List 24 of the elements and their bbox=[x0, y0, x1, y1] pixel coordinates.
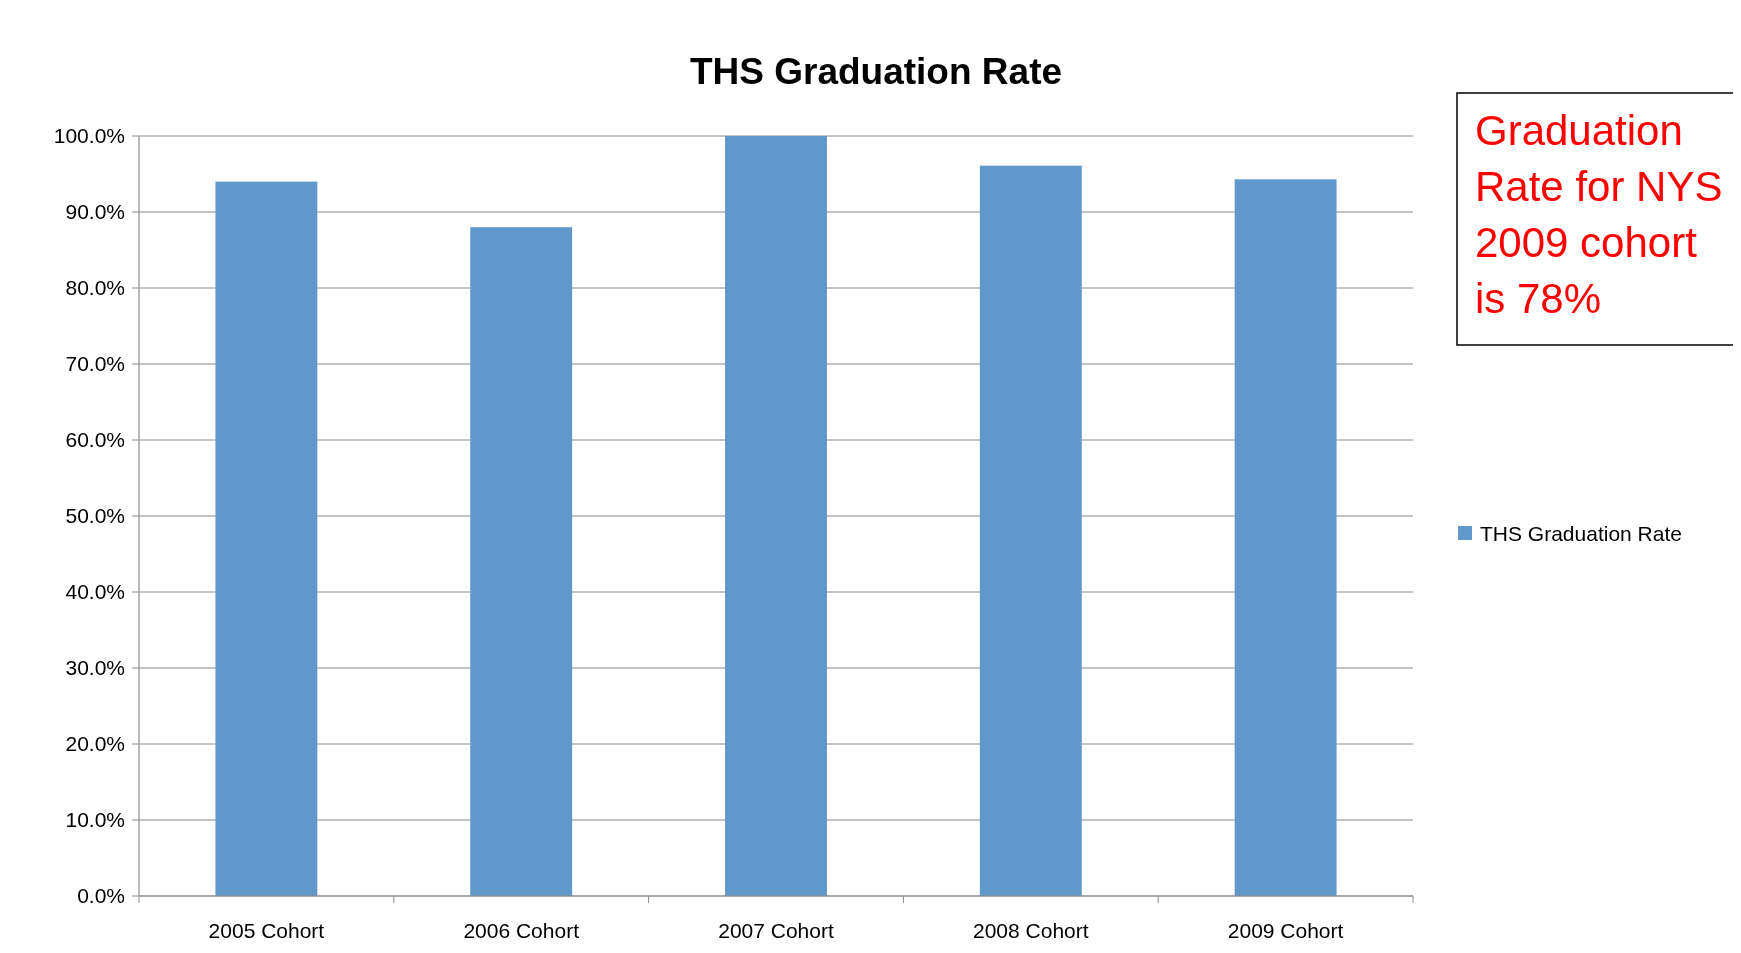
y-tick-label: 30.0% bbox=[65, 656, 125, 680]
legend-label: THS Graduation Rate bbox=[1480, 522, 1682, 546]
bar bbox=[1234, 179, 1337, 896]
y-tick-label: 20.0% bbox=[65, 732, 125, 756]
x-tick-label: 2008 Cohort bbox=[973, 919, 1089, 942]
y-tick-label: 100.0% bbox=[53, 124, 125, 148]
y-tick-label: 60.0% bbox=[65, 428, 125, 452]
bar bbox=[979, 165, 1082, 896]
y-tick-label: 90.0% bbox=[65, 200, 125, 224]
y-tick-label: 10.0% bbox=[65, 808, 125, 832]
x-tick-label: 2006 Cohort bbox=[463, 919, 580, 942]
x-tick-label: 2007 Cohort bbox=[718, 919, 834, 942]
x-tick-label: 2009 Cohort bbox=[1227, 919, 1344, 942]
bar bbox=[470, 227, 573, 896]
y-tick-label: 70.0% bbox=[65, 352, 125, 376]
bar bbox=[215, 181, 318, 896]
text: Graduation Rate for NYS 2009 cohort is 78% bbox=[1475, 107, 1723, 322]
y-tick-label: 40.0% bbox=[65, 580, 125, 604]
x-tick-label: 2005 Cohort bbox=[208, 919, 325, 942]
y-tick-label: 0.0% bbox=[77, 884, 125, 908]
y-tick-label: 80.0% bbox=[65, 276, 125, 300]
bar bbox=[725, 136, 827, 896]
chart-title: THS Graduation Rate bbox=[689, 51, 1063, 92]
y-tick-label: 50.0% bbox=[65, 504, 125, 528]
